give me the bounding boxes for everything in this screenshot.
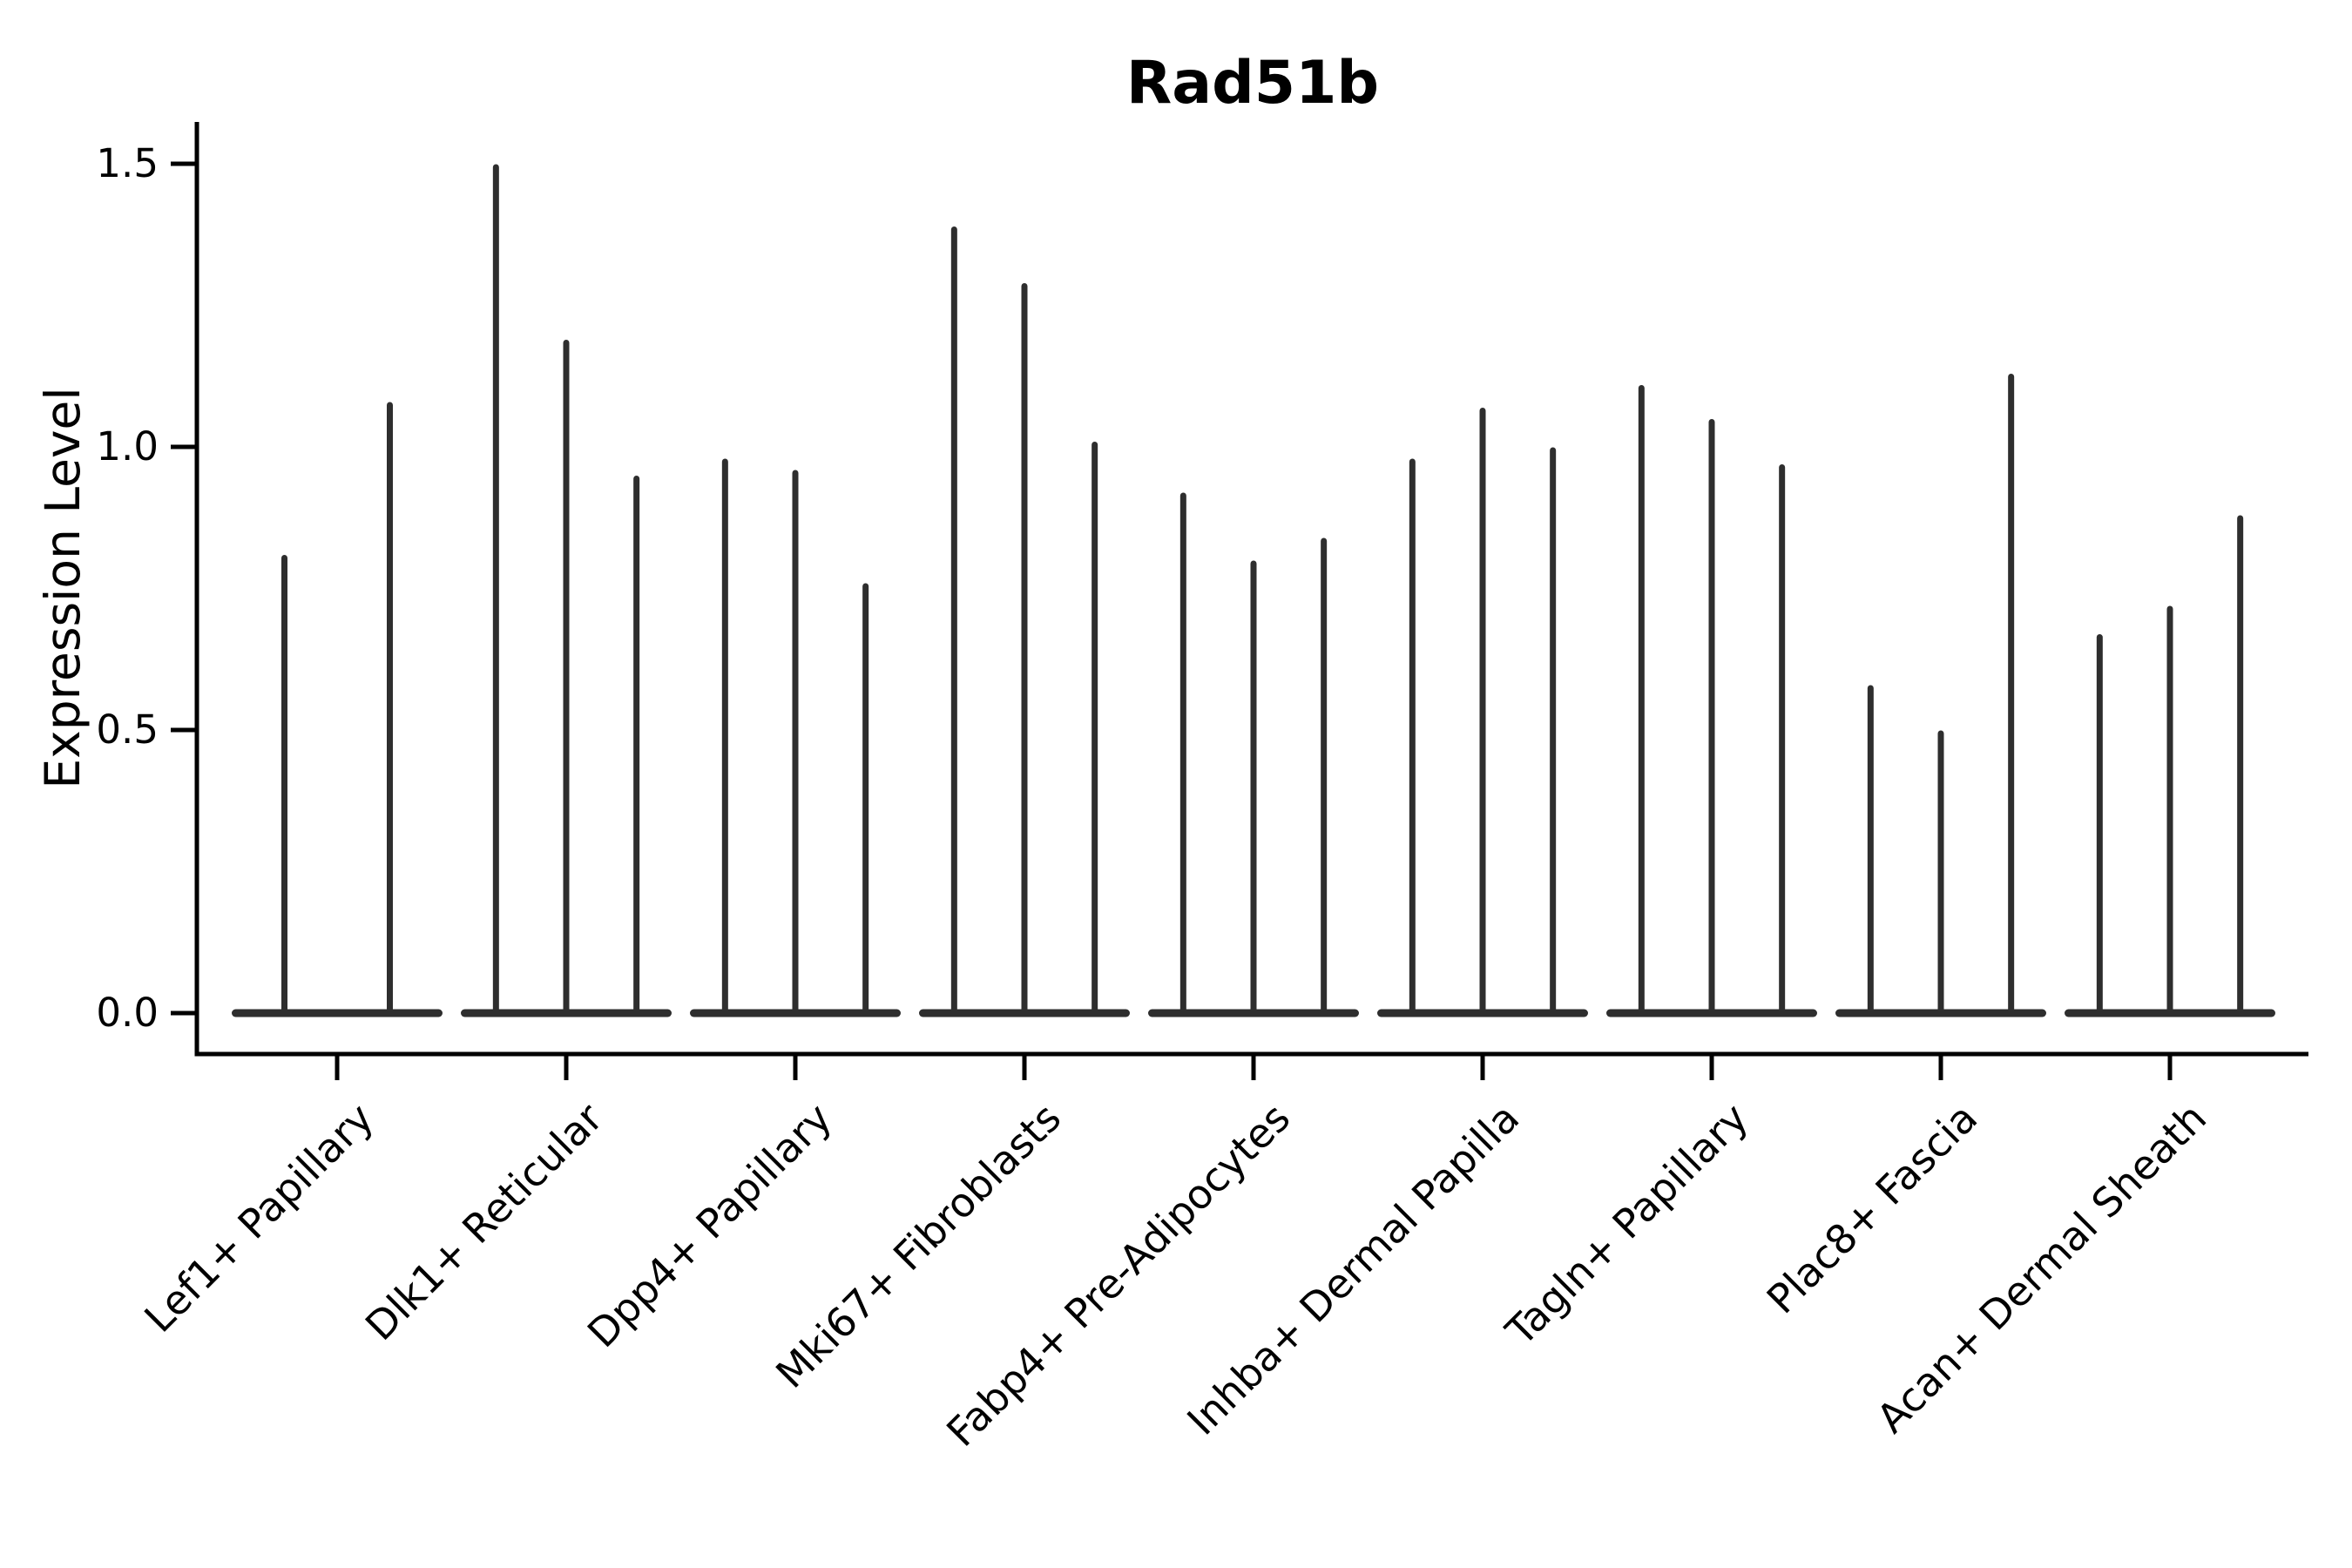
y-tick-label-1.0: 1.0 [96,423,159,470]
violin-base [232,1009,443,1017]
y-tick-label-1.5: 1.5 [96,140,159,186]
y-tick-label-0.0: 0.0 [96,990,159,1036]
axis-spines [194,122,2308,1057]
y-tick-label-0.5: 0.5 [96,706,159,753]
chart-title: Rad51b [1125,49,1380,118]
